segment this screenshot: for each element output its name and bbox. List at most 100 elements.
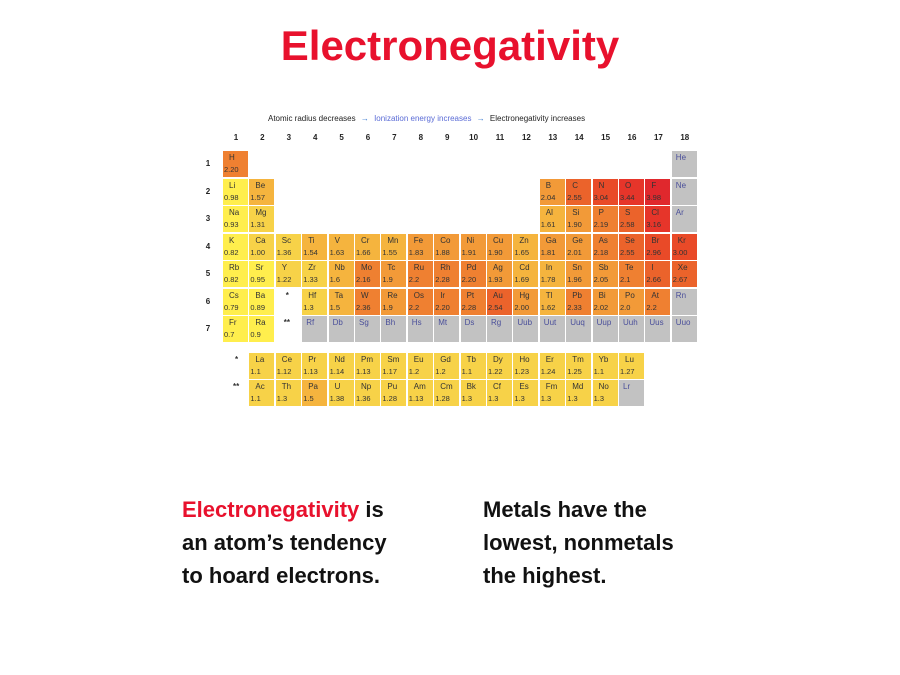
element-symbol: Li bbox=[229, 180, 236, 190]
element-cell-cf: Cf 1.3 bbox=[487, 380, 512, 406]
element-electronegativity: 3.16 bbox=[646, 220, 661, 229]
element-symbol: At bbox=[651, 290, 659, 300]
element-symbol: O bbox=[625, 180, 632, 190]
group-label: 10 bbox=[469, 133, 479, 142]
element-cell-nd: Nd 1.14 bbox=[328, 353, 354, 379]
element-symbol: Ra bbox=[255, 318, 266, 327]
element-symbol: Po bbox=[625, 290, 635, 300]
element-cell-uuo: Uuo bbox=[671, 316, 697, 342]
element-cell-cm: Cm 1.28 bbox=[434, 380, 460, 406]
element-symbol: Co bbox=[440, 235, 451, 245]
element-cell-hf: Hf 1.3 bbox=[302, 288, 328, 315]
element-symbol: Ac bbox=[255, 382, 265, 391]
element-cell-pt: Pt 2.28 bbox=[460, 288, 486, 315]
element-cell-lr: Lr bbox=[619, 380, 644, 406]
element-cell-th: Th 1.3 bbox=[275, 380, 301, 406]
group-label: 12 bbox=[521, 133, 531, 142]
element-cell-h: H 2.20 bbox=[223, 151, 248, 177]
element-symbol: Cr bbox=[361, 235, 370, 245]
element-electronegativity: 1.93 bbox=[488, 275, 503, 284]
element-cell-ge: Ge 2.01 bbox=[566, 233, 592, 260]
element-cell-mn: Mn 1.55 bbox=[381, 233, 407, 260]
element-symbol: Mg bbox=[255, 208, 267, 217]
element-symbol: Bk bbox=[466, 382, 476, 391]
element-symbol: Cm bbox=[440, 382, 453, 391]
element-symbol: Ta bbox=[334, 290, 344, 300]
element-electronegativity: 3.98 bbox=[646, 192, 661, 202]
element-symbol: Y bbox=[281, 263, 288, 272]
element-symbol: Db bbox=[332, 318, 343, 327]
element-symbol: Ge bbox=[572, 235, 583, 245]
element-symbol: Pb bbox=[572, 290, 582, 300]
element-electronegativity: 1.61 bbox=[540, 220, 556, 229]
element-cell-bi: Bi 2.02 bbox=[592, 288, 618, 315]
group-label: 13 bbox=[548, 133, 558, 142]
element-electronegativity: 2.2 bbox=[408, 302, 420, 312]
element-cell-tc: Tc 1.9 bbox=[381, 261, 407, 287]
element-electronegativity: 1.78 bbox=[540, 275, 556, 284]
element-cell-zr: Zr 1.33 bbox=[302, 261, 328, 287]
group-label: 14 bbox=[574, 133, 584, 142]
element-electronegativity: 1.6 bbox=[329, 275, 341, 284]
element-symbol: Nb bbox=[334, 263, 345, 272]
element-cell-yb: Yb 1.1 bbox=[592, 353, 618, 379]
element-cell-np: Np 1.36 bbox=[355, 380, 380, 406]
element-electronegativity: 1.13 bbox=[356, 367, 371, 376]
element-cell-fm: Fm 1.3 bbox=[539, 380, 565, 406]
element-electronegativity: 0.93 bbox=[224, 220, 239, 229]
element-cell-ra: Ra 0.9 bbox=[249, 316, 275, 342]
element-electronegativity: 1.9 bbox=[382, 275, 393, 284]
element-electronegativity: 1.13 bbox=[408, 394, 424, 403]
element-cell-ar: Ar bbox=[671, 206, 697, 232]
element-cell-he: He bbox=[671, 151, 697, 177]
element-cell-eu: Eu 1.2 bbox=[407, 353, 433, 379]
element-symbol: La bbox=[255, 355, 265, 364]
element-cell-am: Am 1.13 bbox=[407, 380, 433, 406]
element-cell-au: Au 2.54 bbox=[487, 288, 512, 315]
element-electronegativity: 1.33 bbox=[303, 275, 318, 284]
group-label: 8 bbox=[418, 133, 424, 142]
element-electronegativity: 1.69 bbox=[514, 275, 529, 284]
element-cell-rg: Rg bbox=[487, 316, 512, 342]
element-cell-s: S 2.58 bbox=[619, 206, 644, 232]
element-cell-u: U 1.38 bbox=[328, 380, 354, 406]
element-cell-os: Os 2.2 bbox=[407, 288, 433, 315]
element-electronegativity: 1.22 bbox=[276, 275, 292, 284]
group-label: 5 bbox=[339, 133, 344, 142]
element-cell-sr: Sr 0.95 bbox=[249, 261, 275, 287]
element-cell-ba: Ba 0.89 bbox=[249, 288, 275, 315]
element-cell-sm: Sm 1.17 bbox=[381, 353, 407, 379]
element-cell-ho: Ho 1.23 bbox=[513, 353, 539, 379]
element-electronegativity: 1.3 bbox=[567, 394, 578, 403]
element-symbol: Ds bbox=[464, 318, 475, 327]
element-electronegativity: 1.66 bbox=[356, 247, 371, 257]
element-symbol: Cd bbox=[519, 263, 530, 272]
element-cell-ti: Ti 1.54 bbox=[302, 233, 328, 260]
element-electronegativity: 1.65 bbox=[514, 247, 529, 257]
element-electronegativity: 0.82 bbox=[224, 275, 239, 284]
element-electronegativity: 1.23 bbox=[514, 367, 529, 376]
element-cell-w: W 2.36 bbox=[355, 288, 380, 315]
element-cell-o: O 3.44 bbox=[619, 178, 644, 205]
element-cell-ca: Ca 1.00 bbox=[249, 233, 275, 260]
element-electronegativity: 0.79 bbox=[224, 302, 239, 312]
element-cell-sb: Sb 2.05 bbox=[592, 261, 618, 287]
trend-line1: Metals have the bbox=[483, 497, 647, 522]
element-cell-mg: Mg 1.31 bbox=[249, 206, 275, 232]
period-label: 4 bbox=[205, 241, 211, 251]
element-symbol: Sc bbox=[281, 235, 292, 245]
element-electronegativity: 1.54 bbox=[303, 247, 318, 257]
trend-text: Metals have the lowest, nonmetals the hi… bbox=[483, 493, 674, 592]
series-marker: * bbox=[285, 290, 289, 300]
element-symbol: B bbox=[545, 180, 552, 190]
element-cell-gd: Gd 1.2 bbox=[434, 353, 460, 379]
element-cell-i: I 2.66 bbox=[645, 261, 671, 287]
definition-text: Electronegativity is an atom’s tendency … bbox=[182, 493, 387, 592]
element-symbol: Es bbox=[519, 382, 529, 391]
element-cell-at: At 2.2 bbox=[645, 288, 671, 315]
period-label: 3 bbox=[205, 214, 211, 223]
element-symbol: Ce bbox=[281, 355, 293, 364]
element-symbol: Ho bbox=[519, 355, 530, 364]
element-cell-cs: Cs 0.79 bbox=[223, 288, 248, 315]
element-electronegativity: 2.28 bbox=[461, 302, 477, 312]
